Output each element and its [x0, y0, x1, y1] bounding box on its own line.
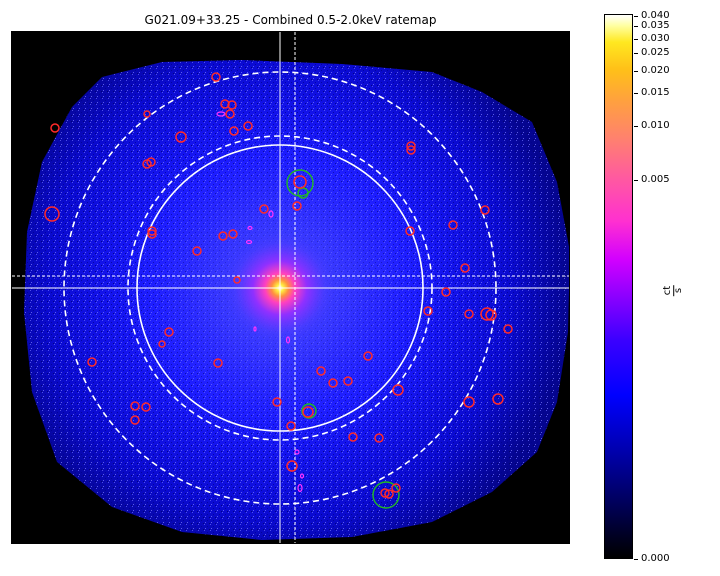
source-region[interactable] — [211, 72, 221, 82]
source-region[interactable] — [130, 415, 140, 425]
source-region[interactable] — [286, 421, 296, 431]
psf-region[interactable] — [247, 225, 253, 231]
colorbar-unit-label: ct s — [662, 284, 685, 297]
source-region[interactable] — [405, 226, 415, 236]
colorbar-tick: 0.020 — [634, 66, 670, 76]
psf-regions — [216, 111, 305, 493]
source-region[interactable] — [147, 229, 157, 239]
extended-region[interactable] — [286, 169, 314, 197]
source-region[interactable] — [227, 100, 237, 110]
colorbar-tick: 0.025 — [634, 48, 670, 58]
source-region[interactable] — [343, 376, 353, 386]
colorbar-tick: 0.015 — [634, 88, 670, 98]
ratemap-svg — [12, 32, 569, 543]
extended-regions — [286, 169, 400, 509]
source-region[interactable] — [374, 433, 384, 443]
source-region[interactable] — [316, 366, 326, 376]
source-region[interactable] — [460, 263, 470, 273]
source-region[interactable] — [480, 307, 494, 321]
psf-region[interactable] — [268, 210, 274, 218]
extended-region[interactable] — [372, 481, 400, 509]
source-region[interactable] — [44, 206, 60, 222]
source-region[interactable] — [293, 175, 307, 189]
source-region[interactable] — [87, 357, 97, 367]
source-region[interactable] — [384, 489, 394, 499]
psf-region[interactable] — [297, 483, 303, 493]
extended-region[interactable] — [301, 403, 317, 419]
source-region[interactable] — [164, 327, 174, 337]
source-region[interactable] — [225, 109, 235, 119]
source-region[interactable] — [328, 378, 338, 388]
source-region[interactable] — [392, 384, 404, 396]
source-region[interactable] — [492, 393, 504, 405]
source-region[interactable] — [441, 287, 451, 297]
psf-region[interactable] — [294, 449, 300, 455]
source-region[interactable] — [147, 226, 157, 236]
source-region[interactable] — [50, 123, 60, 133]
source-region[interactable] — [463, 396, 475, 408]
colorbar-tick: 0.040 — [634, 11, 670, 21]
source-region[interactable] — [485, 309, 497, 321]
source-region[interactable] — [480, 205, 490, 215]
source-region[interactable] — [406, 141, 416, 151]
source-region[interactable] — [192, 246, 202, 256]
source-region[interactable] — [158, 340, 166, 348]
psf-region[interactable] — [285, 336, 291, 344]
source-region[interactable] — [292, 201, 302, 211]
source-region[interactable] — [243, 121, 253, 131]
source-region[interactable] — [406, 145, 416, 155]
source-regions — [44, 72, 513, 499]
source-region[interactable] — [143, 110, 151, 118]
source-region[interactable] — [233, 276, 241, 284]
source-region[interactable] — [448, 220, 458, 230]
source-region[interactable] — [423, 306, 433, 316]
psf-region[interactable] — [299, 473, 305, 479]
source-region[interactable] — [130, 401, 140, 411]
source-region[interactable] — [302, 406, 314, 418]
ratemap-image[interactable] — [11, 31, 570, 544]
colorbar-tick: 0.035 — [634, 21, 670, 31]
source-region[interactable] — [272, 397, 282, 407]
source-region[interactable] — [141, 402, 151, 412]
source-region[interactable] — [229, 126, 239, 136]
source-region[interactable] — [259, 204, 269, 214]
source-region[interactable] — [175, 131, 187, 143]
source-region[interactable] — [380, 488, 390, 498]
psf-region[interactable] — [253, 326, 257, 332]
source-region[interactable] — [213, 358, 223, 368]
colorbar-tick: 0.030 — [634, 34, 670, 44]
source-region[interactable] — [218, 231, 228, 241]
source-region[interactable] — [146, 157, 156, 167]
psf-region[interactable] — [216, 111, 226, 117]
source-region[interactable] — [503, 324, 513, 334]
source-region[interactable] — [464, 309, 474, 319]
source-region[interactable] — [348, 432, 358, 442]
source-region[interactable] — [286, 460, 298, 472]
colorbar-tick: 0.000 — [634, 554, 670, 564]
colorbar-tick: 0.010 — [634, 121, 670, 131]
source-region[interactable] — [391, 483, 401, 493]
figure-title: G021.09+33.25 - Combined 0.5-2.0keV rate… — [144, 13, 437, 27]
colorbar — [604, 14, 633, 559]
psf-region[interactable] — [245, 239, 253, 245]
colorbar-tick: 0.005 — [634, 175, 670, 185]
source-region[interactable] — [228, 229, 238, 239]
source-region[interactable] — [363, 351, 373, 361]
source-region[interactable] — [220, 99, 230, 109]
